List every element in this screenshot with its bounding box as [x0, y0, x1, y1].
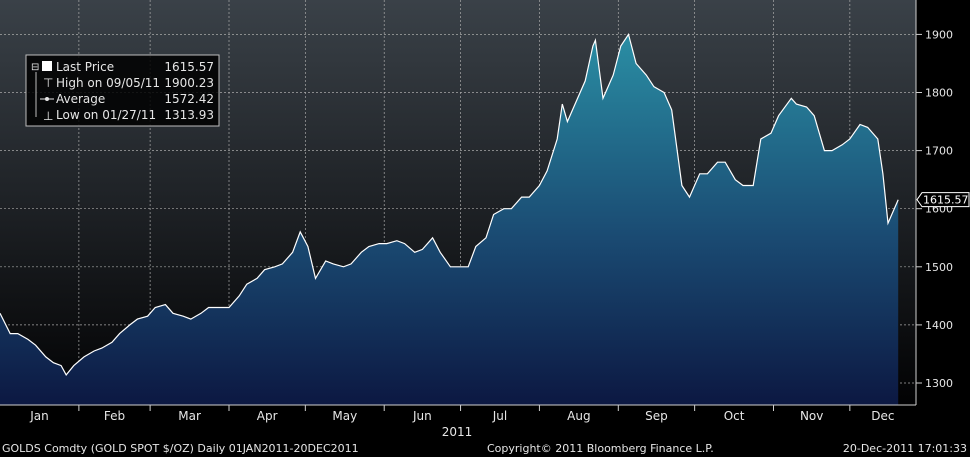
legend-value-last-price: 1615.57	[164, 60, 214, 74]
low-marker-icon: ⊥	[43, 109, 53, 123]
x-tick-label: Dec	[871, 409, 894, 423]
x-tick-label: Sep	[645, 409, 668, 423]
y-tick-label: 1900	[925, 28, 953, 41]
x-tick-label: Aug	[567, 409, 590, 423]
x-axis-panel	[0, 405, 970, 440]
y-tick-label: 1300	[925, 377, 953, 390]
legend-collapse-icon[interactable]: ⊟	[31, 62, 39, 73]
x-tick-label: Nov	[800, 409, 823, 423]
x-tick-label: Mar	[178, 409, 201, 423]
average-marker-icon	[40, 97, 54, 101]
legend-label-high: High on 09/05/11	[56, 76, 160, 90]
footer-bar: GOLDS Comdty (GOLD SPOT $/OZ) Daily 01JA…	[0, 440, 970, 457]
x-axis-ticks: Jan Feb Mar Apr May Jun Jul Aug Sep Oct Nov Dec	[29, 405, 895, 423]
price-line	[0, 32, 899, 376]
x-tick-label: May	[332, 409, 357, 423]
x-tick-label: Feb	[104, 409, 125, 423]
x-tick-label: Jun	[412, 409, 432, 423]
legend-label-low: Low on 01/27/11	[56, 108, 156, 122]
legend: ⊟ Last Price 1615.57 ⊤ High on 09/05/11 …	[25, 54, 220, 127]
high-marker-icon: ⊤	[43, 76, 53, 90]
legend-value-low: 1313.93	[164, 108, 214, 122]
x-tick-label: Apr	[257, 409, 278, 423]
legend-box	[25, 54, 220, 127]
last-price-tag-label: 1615.57	[923, 194, 969, 207]
y-tick-label: 1800	[925, 87, 953, 100]
legend-label-average: Average	[56, 92, 105, 106]
legend-value-high: 1900.23	[164, 76, 214, 90]
x-tick-label: Oct	[724, 409, 745, 423]
x-axis-year-label: 2011	[442, 425, 473, 439]
x-tick-label: Jul	[492, 409, 507, 423]
x-tick-label: Jan	[29, 409, 49, 423]
y-tick-label: 1500	[925, 261, 953, 274]
footer-timestamp: 20-Dec-2011 17:01:33	[842, 442, 967, 455]
footer-copyright: Copyright© 2011 Bloomberg Finance L.P.	[487, 442, 714, 455]
y-tick-label: 1400	[925, 319, 953, 332]
y-tick-label: 1700	[925, 145, 953, 158]
legend-swatch-last-price	[42, 61, 52, 71]
last-price-tag: 1615.57	[916, 192, 970, 208]
footer-ticker: GOLDS Comdty (GOLD SPOT $/OZ) Daily 01JA…	[2, 442, 359, 455]
legend-value-average: 1572.42	[164, 92, 214, 106]
legend-label-last-price: Last Price	[56, 60, 114, 74]
